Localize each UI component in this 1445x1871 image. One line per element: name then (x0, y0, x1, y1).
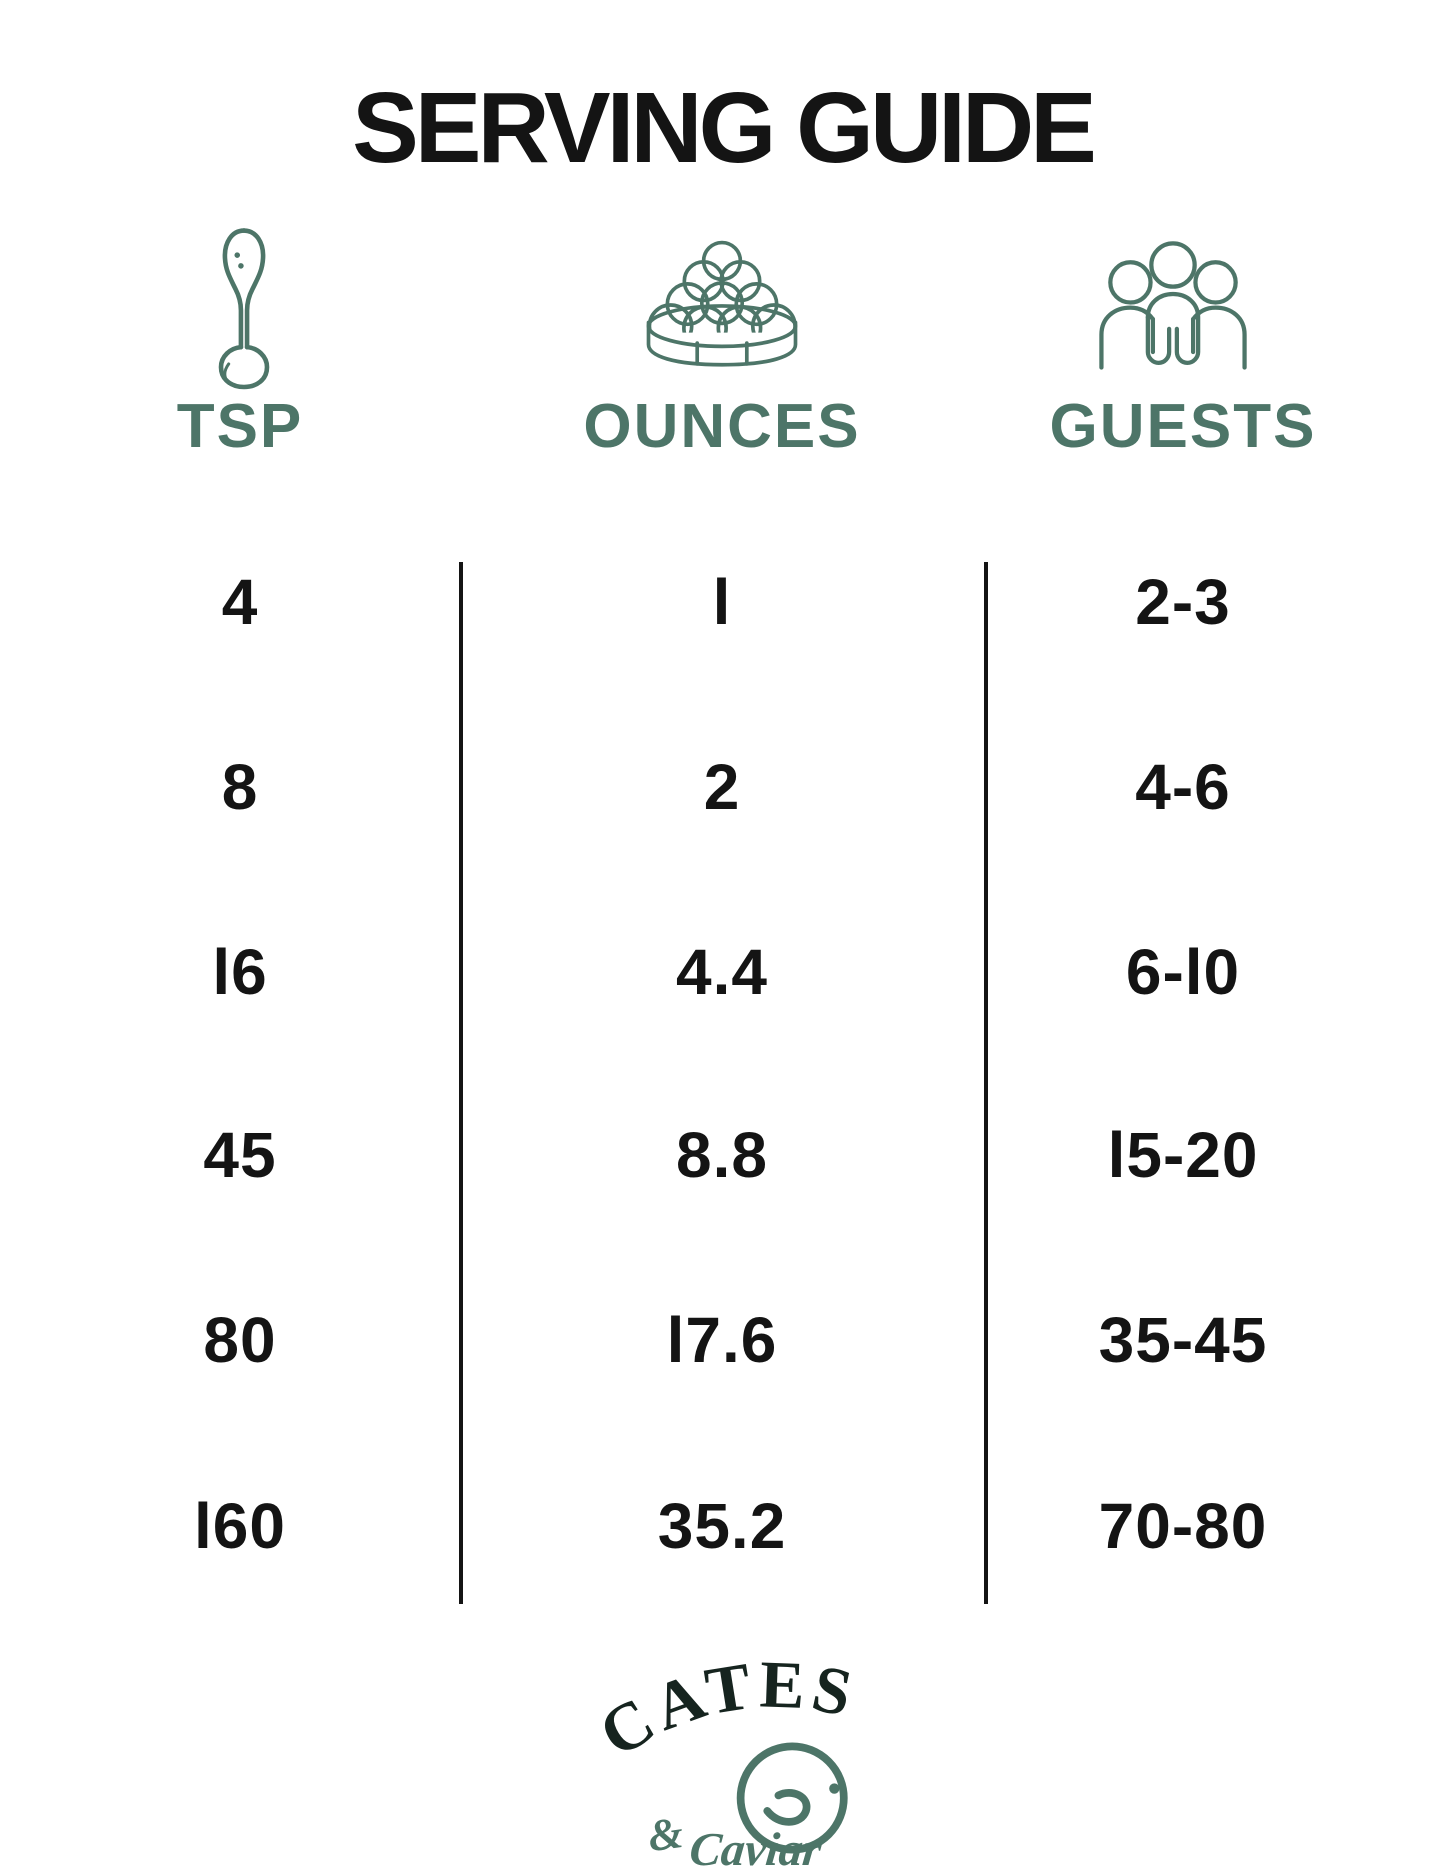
svg-text:&: & (645, 1807, 687, 1861)
svg-text:Caviar: Caviar (687, 1824, 824, 1871)
